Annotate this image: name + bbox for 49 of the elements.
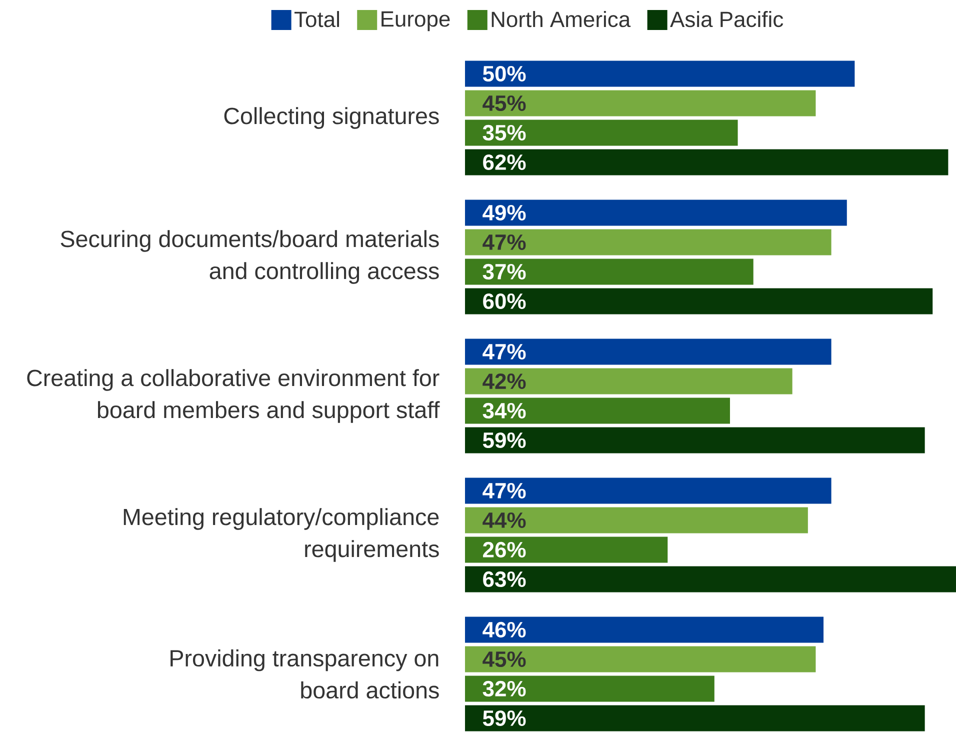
data-label: 37%: [482, 264, 526, 280]
y-tick-label: Providing transparency on board actions: [170, 649, 439, 699]
bar: [465, 566, 956, 592]
data-label: 47%: [482, 344, 526, 360]
bar: [465, 338, 832, 365]
bar: [465, 288, 933, 314]
bar: [465, 676, 714, 702]
y-tick-label: Meeting regulatory/compliance requirements: [124, 508, 439, 562]
data-label: 50%: [482, 66, 526, 82]
data-label: 35%: [482, 124, 526, 141]
data-label: 60%: [483, 293, 526, 310]
legend-label: Total: [294, 11, 339, 28]
data-label: 45%: [482, 651, 526, 667]
bar: [465, 646, 816, 672]
data-label: 47%: [482, 234, 526, 250]
data-label: 47%: [482, 482, 526, 498]
data-label: 34%: [482, 402, 526, 419]
bar: [465, 398, 730, 424]
data-label: 45%: [482, 95, 526, 111]
y-tick-label: Securing documents/board materials and controlling access: [60, 230, 439, 284]
bar: [465, 478, 832, 504]
bar: [465, 200, 847, 226]
y-tick-label: Creating a collaborative environment for board members and support staff: [27, 369, 440, 423]
legend-label: Europe: [382, 11, 450, 32]
bar: [465, 149, 948, 176]
bar: [465, 120, 738, 146]
data-label: 49%: [482, 204, 526, 221]
legend-label: North America: [492, 11, 631, 28]
data-label: 59%: [482, 432, 526, 448]
bar: [465, 258, 754, 285]
data-label: 44%: [482, 512, 526, 528]
data-label: 42%: [482, 373, 526, 389]
y-tick-label: Collecting signatures: [224, 107, 439, 129]
bar: [465, 60, 855, 87]
bar: [465, 536, 668, 563]
data-label: 32%: [482, 680, 526, 697]
bar: [465, 616, 824, 643]
bar: [465, 427, 925, 454]
bar: [465, 507, 808, 534]
bar: [465, 90, 816, 116]
legend-label: Asia Pacific: [670, 11, 784, 28]
data-label: 63%: [483, 571, 526, 588]
data-label: 26%: [483, 542, 526, 558]
data-label: 62%: [483, 154, 526, 170]
bar: [465, 705, 925, 732]
data-label: 59%: [482, 710, 526, 726]
data-label: 46%: [482, 622, 526, 638]
bar: [465, 229, 832, 256]
bar: [465, 368, 792, 394]
